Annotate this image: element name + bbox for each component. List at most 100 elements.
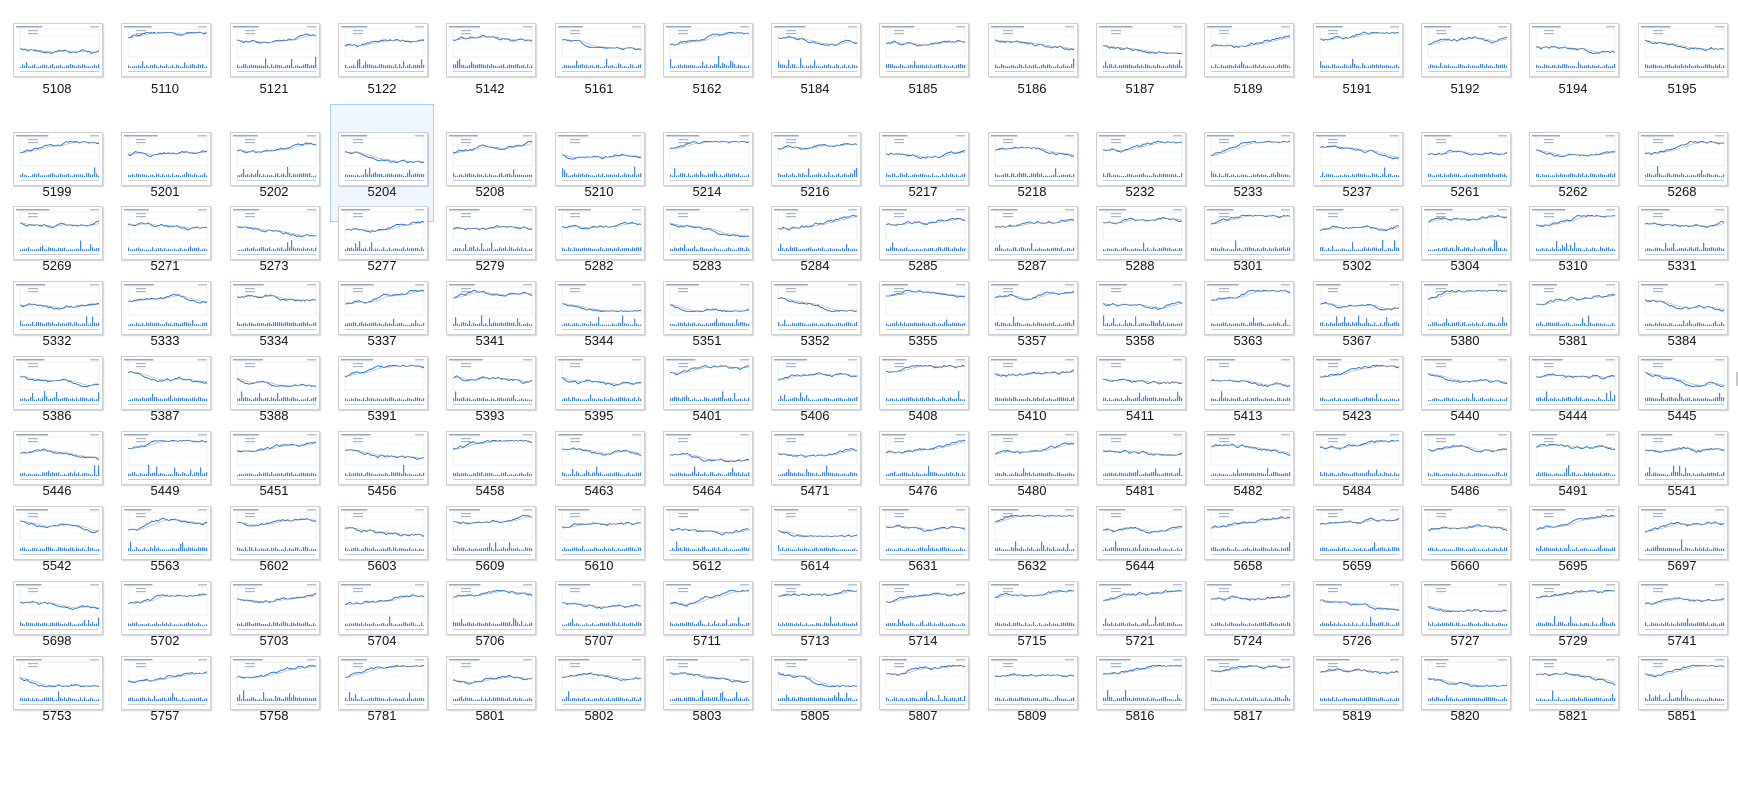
file-item[interactable]: 5821 xyxy=(1521,654,1625,723)
file-item[interactable]: 5393 xyxy=(438,354,542,426)
file-item[interactable]: 5283 xyxy=(655,204,759,276)
file-item[interactable]: 5411 xyxy=(1088,354,1192,426)
file-item[interactable]: 5715 xyxy=(980,579,1084,651)
file-item[interactable]: 5609 xyxy=(438,504,542,576)
file-item[interactable]: 5204 xyxy=(330,104,434,222)
file-item[interactable]: 5189 xyxy=(1196,21,1300,96)
file-item[interactable]: 5729 xyxy=(1521,579,1625,651)
file-item[interactable]: 5287 xyxy=(980,204,1084,276)
file-item[interactable]: 5310 xyxy=(1521,204,1625,276)
file-item[interactable]: 5644 xyxy=(1088,504,1192,576)
file-item[interactable]: 5721 xyxy=(1088,579,1192,651)
file-item[interactable]: 5820 xyxy=(1413,654,1517,723)
file-item[interactable]: 5602 xyxy=(222,504,326,576)
file-item[interactable]: 5187 xyxy=(1088,21,1192,96)
file-item[interactable]: 5331 xyxy=(1630,204,1734,276)
file-item[interactable]: 5285 xyxy=(871,204,975,276)
file-item[interactable]: 5284 xyxy=(763,204,867,276)
file-item[interactable]: 5471 xyxy=(763,429,867,501)
file-item[interactable]: 5697 xyxy=(1630,504,1734,576)
file-item[interactable]: 5631 xyxy=(871,504,975,576)
file-item[interactable]: 5704 xyxy=(330,579,434,651)
file-item[interactable]: 5659 xyxy=(1305,504,1409,576)
file-item[interactable]: 5658 xyxy=(1196,504,1300,576)
file-item[interactable]: 5363 xyxy=(1196,279,1300,351)
file-item[interactable]: 5333 xyxy=(113,279,217,351)
file-item[interactable]: 5358 xyxy=(1088,279,1192,351)
file-item[interactable]: 5269 xyxy=(5,204,109,276)
file-item[interactable]: 5351 xyxy=(655,279,759,351)
file-item[interactable]: 5803 xyxy=(655,654,759,723)
file-item[interactable]: 5758 xyxy=(222,654,326,723)
file-item[interactable]: 5563 xyxy=(113,504,217,576)
file-item[interactable]: 5480 xyxy=(980,429,1084,501)
file-item[interactable]: 5807 xyxy=(871,654,975,723)
file-item[interactable]: 5386 xyxy=(5,354,109,426)
file-item[interactable]: 5481 xyxy=(1088,429,1192,501)
file-item[interactable]: 5851 xyxy=(1630,654,1734,723)
file-item[interactable]: 5162 xyxy=(655,21,759,96)
file-item[interactable]: 5388 xyxy=(222,354,326,426)
file-item[interactable]: 5410 xyxy=(980,354,1084,426)
file-item[interactable]: 5273 xyxy=(222,204,326,276)
file-item[interactable]: 5185 xyxy=(871,21,975,96)
file-item[interactable]: 5384 xyxy=(1630,279,1734,351)
file-item[interactable]: 5444 xyxy=(1521,354,1625,426)
file-item[interactable]: 5210 xyxy=(547,104,651,222)
file-item[interactable]: 5110 xyxy=(113,21,217,96)
file-item[interactable]: 5451 xyxy=(222,429,326,501)
file-item[interactable]: 5406 xyxy=(763,354,867,426)
file-item[interactable]: 5612 xyxy=(655,504,759,576)
file-item[interactable]: 5202 xyxy=(222,104,326,222)
file-item[interactable]: 5233 xyxy=(1196,104,1300,222)
file-item[interactable]: 5491 xyxy=(1521,429,1625,501)
file-item[interactable]: 5816 xyxy=(1088,654,1192,723)
file-item[interactable]: 5201 xyxy=(113,104,217,222)
file-item[interactable]: 5819 xyxy=(1305,654,1409,723)
file-item[interactable]: 5214 xyxy=(655,104,759,222)
file-item[interactable]: 5391 xyxy=(330,354,434,426)
file-item[interactable]: 5268 xyxy=(1630,104,1734,222)
file-item[interactable]: 5279 xyxy=(438,204,542,276)
file-item[interactable]: 5802 xyxy=(547,654,651,723)
file-item[interactable]: 5707 xyxy=(547,579,651,651)
file-item[interactable]: 5440 xyxy=(1413,354,1517,426)
file-item[interactable]: 5344 xyxy=(547,279,651,351)
file-item[interactable]: 5706 xyxy=(438,579,542,651)
file-item[interactable]: 5413 xyxy=(1196,354,1300,426)
file-item[interactable]: 5271 xyxy=(113,204,217,276)
file-item[interactable]: 5288 xyxy=(1088,204,1192,276)
file-item[interactable]: 5121 xyxy=(222,21,326,96)
file-item[interactable]: 5486 xyxy=(1413,429,1517,501)
file-item[interactable]: 5282 xyxy=(547,204,651,276)
file-item[interactable]: 5702 xyxy=(113,579,217,651)
file-item[interactable]: 5423 xyxy=(1305,354,1409,426)
file-item[interactable]: 5304 xyxy=(1413,204,1517,276)
file-item[interactable]: 5805 xyxy=(763,654,867,723)
file-item[interactable]: 5541 xyxy=(1630,429,1734,501)
file-item[interactable]: 5458 xyxy=(438,429,542,501)
file-item[interactable]: 5476 xyxy=(871,429,975,501)
file-item[interactable]: 5161 xyxy=(547,21,651,96)
file-item[interactable]: 5603 xyxy=(330,504,434,576)
file-item[interactable]: 5446 xyxy=(5,429,109,501)
file-item[interactable]: 5387 xyxy=(113,354,217,426)
file-item[interactable]: 5208 xyxy=(438,104,542,222)
file-item[interactable]: 5217 xyxy=(871,104,975,222)
file-item[interactable]: 5122 xyxy=(330,21,434,96)
file-item[interactable]: 5445 xyxy=(1630,354,1734,426)
file-item[interactable]: 5302 xyxy=(1305,204,1409,276)
file-item[interactable]: 5262 xyxy=(1521,104,1625,222)
file-item[interactable]: 5218 xyxy=(980,104,1084,222)
file-item[interactable]: 5367 xyxy=(1305,279,1409,351)
file-item[interactable]: 5632 xyxy=(980,504,1084,576)
file-item[interactable]: 5724 xyxy=(1196,579,1300,651)
file-item[interactable]: 5184 xyxy=(763,21,867,96)
file-item[interactable]: 5194 xyxy=(1521,21,1625,96)
file-item[interactable]: 5464 xyxy=(655,429,759,501)
file-item[interactable]: 5741 xyxy=(1630,579,1734,651)
file-item[interactable]: 5449 xyxy=(113,429,217,501)
file-item[interactable]: 5726 xyxy=(1305,579,1409,651)
file-item[interactable]: 5277 xyxy=(330,204,434,276)
file-item[interactable]: 5192 xyxy=(1413,21,1517,96)
